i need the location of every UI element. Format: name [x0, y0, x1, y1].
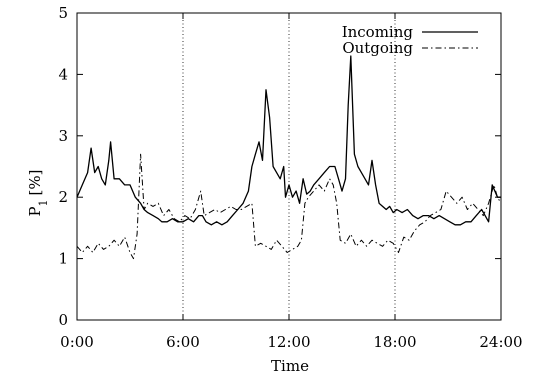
y-tick-label: 0 — [58, 311, 68, 329]
legend-label-outgoing: Outgoing — [342, 39, 413, 57]
x-tick-label: 12:00 — [267, 333, 310, 351]
y-tick-label: 2 — [58, 188, 68, 206]
x-axis-label: Time — [271, 357, 309, 375]
y-axis-label-sub: 1 — [37, 199, 50, 206]
legend-label-incoming: Incoming — [342, 23, 414, 41]
y-tick-label: 5 — [58, 4, 68, 22]
gridlines — [182, 13, 396, 320]
series-lines — [76, 55, 502, 260]
y-tick-label: 4 — [58, 65, 68, 83]
series-line-outgoing — [76, 153, 502, 260]
y-tick-label: 1 — [58, 250, 68, 268]
x-tick-label: 0:00 — [60, 333, 94, 351]
legend: Incoming Outgoing — [342, 23, 478, 57]
y-axis-label: P1 [%] — [26, 169, 50, 216]
x-tick-label: 6:00 — [166, 333, 200, 351]
y-axis-label-unit: [%] — [26, 169, 44, 195]
series-line-incoming — [76, 55, 501, 226]
x-tick-label: 24:00 — [479, 333, 522, 351]
y-axis-label-main: P — [26, 206, 44, 216]
x-tick-label: 18:00 — [373, 333, 416, 351]
axis-ticks: 0:00 6:00 12:00 18:00 24:00 0 1 2 3 4 5 — [58, 4, 522, 351]
y-tick-label: 3 — [58, 127, 68, 145]
